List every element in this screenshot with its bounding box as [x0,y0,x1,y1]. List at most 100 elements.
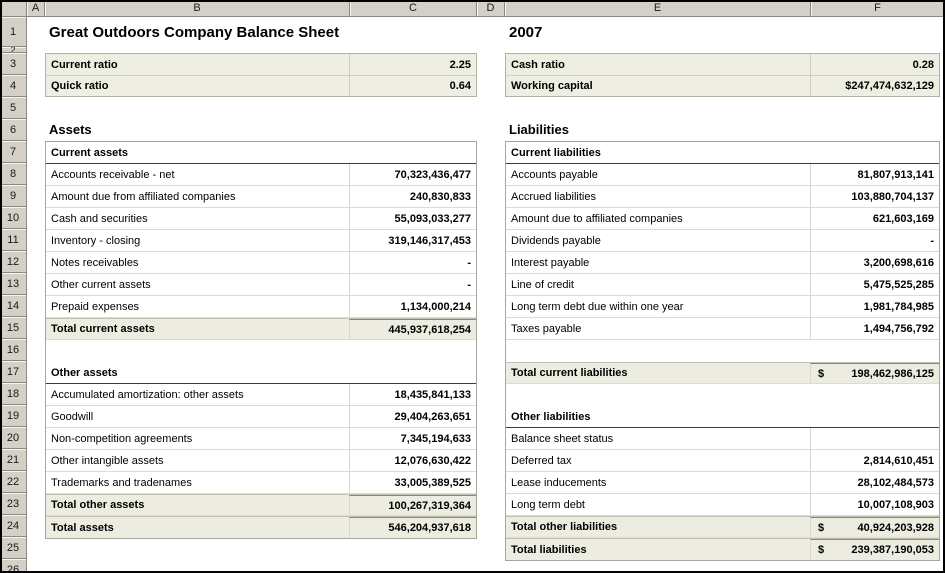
cell-label[interactable]: Amount due to affiliated companies [511,212,683,225]
cell-label[interactable]: Goodwill [51,410,94,423]
cell-value[interactable]: 103,880,704,137 [810,186,939,207]
row-header[interactable]: 6 [0,119,27,141]
cell-value[interactable]: - [349,252,476,273]
cell-value[interactable]: 319,146,317,453 [349,230,476,251]
cell-value[interactable]: 0.28 [810,54,939,75]
cell-label[interactable]: Total current assets [51,323,155,335]
cell-label[interactable]: Quick ratio [51,80,109,92]
cell-value[interactable]: 240,830,833 [349,186,476,207]
blank-row[interactable] [46,340,476,362]
cell-label[interactable]: Cash and securities [51,212,148,225]
cell-label[interactable]: Trademarks and tradenames [51,476,192,489]
row-header[interactable]: 26 [0,559,27,573]
cell-label[interactable]: Taxes payable [511,322,582,335]
row-header[interactable]: 22 [0,471,27,493]
cell-label[interactable]: Current assets [51,146,129,159]
cell-value[interactable]: 546,204,937,618 [349,517,476,538]
cell-label[interactable]: Working capital [511,80,593,92]
blank-row[interactable] [506,384,939,406]
cell-label[interactable]: Amount due from affiliated companies [51,190,236,203]
cell-value[interactable]: 29,404,263,651 [349,406,476,427]
cell-label[interactable]: Total other assets [51,499,145,511]
cell-label[interactable]: Notes receivables [51,256,139,269]
cell-value[interactable]: 1,981,784,985 [810,296,939,317]
cell-label[interactable]: Interest payable [511,256,590,269]
cell-value[interactable]: 18,435,841,133 [349,384,476,405]
column-header-e[interactable]: E [505,0,811,17]
row-header[interactable]: 21 [0,449,27,471]
cell-label[interactable]: Total assets [51,521,114,534]
row-header[interactable]: 5 [0,97,27,119]
cell-label[interactable]: Other assets [51,366,118,379]
cell-label[interactable]: Accrued liabilities [511,190,596,203]
cell-value[interactable]: - [810,230,939,251]
cell-label[interactable]: Total liabilities [511,543,587,556]
row-header[interactable]: 19 [0,405,27,427]
cell-label[interactable]: Other current assets [51,278,151,291]
cell-label[interactable]: Cash ratio [511,58,565,71]
cell-value[interactable]: 28,102,484,573 [810,472,939,493]
cell-value[interactable]: 445,937,618,254 [349,319,476,339]
cell-value[interactable]: $247,474,632,129 [810,76,939,96]
cell-label[interactable]: Prepaid expenses [51,300,140,313]
liabilities-section-title[interactable]: Liabilities [509,122,569,137]
cell-value[interactable] [810,428,939,449]
cell-value[interactable]: $ 239,387,190,053 [810,539,939,560]
row-header[interactable]: 24 [0,515,27,537]
row-header[interactable]: 8 [0,163,27,185]
cell-value[interactable]: 100,267,319,364 [349,495,476,515]
cell-label[interactable]: Lease inducements [511,476,607,489]
cell-label[interactable]: Long term debt [511,498,585,511]
row-header[interactable]: 10 [0,207,27,229]
row-header[interactable]: 4 [0,75,27,97]
column-header-d[interactable]: D [477,0,505,17]
cell-label[interactable]: Accounts receivable - net [51,168,175,181]
select-all-corner[interactable] [0,0,27,17]
row-header[interactable]: 17 [0,361,27,383]
row-header[interactable]: 3 [0,53,27,75]
cell-label[interactable]: Non-competition agreements [51,432,193,445]
cell-label[interactable]: Accounts payable [511,168,598,181]
cell-value[interactable]: 7,345,194,633 [349,428,476,449]
cell-label[interactable]: Current liabilities [511,146,601,159]
cell-value[interactable]: - [349,274,476,295]
page-title[interactable]: Great Outdoors Company Balance Sheet [49,24,340,41]
cell-value[interactable]: $ 40,924,203,928 [810,517,939,537]
row-header[interactable]: 11 [0,229,27,251]
cell-value[interactable]: 70,323,436,477 [349,164,476,185]
cell-label[interactable]: Total other liabilities [511,521,618,533]
cell-value[interactable]: 12,076,630,422 [349,450,476,471]
cell-label[interactable]: Inventory - closing [51,234,141,247]
cell-label[interactable]: Dividends payable [511,234,601,247]
cell-label[interactable]: Deferred tax [511,454,572,467]
cell-value[interactable]: 1,134,000,214 [349,296,476,317]
column-header-c[interactable]: C [350,0,477,17]
cell-value[interactable]: 2.25 [349,54,476,75]
cell-label[interactable]: Current ratio [51,58,118,71]
row-header[interactable]: 16 [0,339,27,361]
cell-label[interactable]: Other intangible assets [51,454,164,467]
row-header[interactable]: 25 [0,537,27,559]
row-header[interactable]: 2 [0,47,27,53]
column-header-a[interactable]: A [27,0,45,17]
year-title[interactable]: 2007 [509,24,543,41]
row-header[interactable]: 12 [0,251,27,273]
cell-value[interactable]: 10,007,108,903 [810,494,939,515]
cell-value[interactable]: 33,005,389,525 [349,472,476,493]
row-header[interactable]: 9 [0,185,27,207]
cell-value[interactable]: 0.64 [349,76,476,96]
cell-label[interactable]: Other liabilities [511,410,591,423]
assets-section-title[interactable]: Assets [49,122,92,137]
row-header[interactable]: 15 [0,317,27,339]
cell-value[interactable]: 3,200,698,616 [810,252,939,273]
cell-value[interactable]: 55,093,033,277 [349,208,476,229]
cell-value[interactable]: 81,807,913,141 [810,164,939,185]
cell-label[interactable]: Accumulated amortization: other assets [51,388,244,401]
cell-value[interactable]: $ 198,462,986,125 [810,363,939,383]
row-header[interactable]: 13 [0,273,27,295]
cell-value[interactable]: 5,475,525,285 [810,274,939,295]
cell-label[interactable]: Long term debt due within one year [511,300,684,313]
cell-value[interactable]: 621,603,169 [810,208,939,229]
cell-value[interactable]: 1,494,756,792 [810,318,939,339]
row-header[interactable]: 18 [0,383,27,405]
